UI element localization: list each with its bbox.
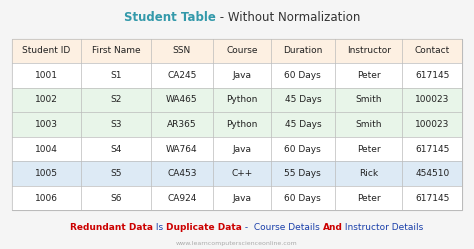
Text: 60 Days: 60 Days (284, 71, 321, 80)
Text: Instructor: Instructor (347, 46, 391, 55)
Text: First Name: First Name (92, 46, 140, 55)
Text: Peter: Peter (357, 144, 381, 154)
Text: 55 Days: 55 Days (284, 169, 321, 178)
Text: Java: Java (232, 71, 251, 80)
Text: Course: Course (226, 46, 257, 55)
Text: WA465: WA465 (166, 95, 198, 105)
Text: Instructor Details: Instructor Details (342, 223, 424, 232)
Text: Peter: Peter (357, 194, 381, 203)
Text: 60 Days: 60 Days (284, 144, 321, 154)
Text: 1002: 1002 (35, 95, 58, 105)
Text: CA245: CA245 (167, 71, 197, 80)
Text: Python: Python (226, 120, 257, 129)
Text: 1004: 1004 (35, 144, 58, 154)
Bar (12, 88, 462, 112)
Bar (12, 137, 462, 161)
Text: 45 Days: 45 Days (284, 95, 321, 105)
Text: S5: S5 (110, 169, 122, 178)
Text: - Without Normalization: - Without Normalization (216, 11, 361, 24)
Text: Java: Java (232, 144, 251, 154)
Text: Java: Java (232, 194, 251, 203)
Bar (12, 161, 462, 186)
Text: AR365: AR365 (167, 120, 197, 129)
Text: Student Table: Student Table (124, 11, 216, 24)
Text: Duration: Duration (283, 46, 322, 55)
Text: Redundant Data: Redundant Data (70, 223, 153, 232)
Text: 45 Days: 45 Days (284, 120, 321, 129)
Text: S2: S2 (110, 95, 122, 105)
Text: 1001: 1001 (35, 71, 58, 80)
Text: 60 Days: 60 Days (284, 194, 321, 203)
Text: Python: Python (226, 95, 257, 105)
Text: 617145: 617145 (415, 194, 449, 203)
Text: -  Course Details: - Course Details (242, 223, 322, 232)
Text: Duplicate Data: Duplicate Data (166, 223, 242, 232)
Text: S1: S1 (110, 71, 122, 80)
Text: CA453: CA453 (167, 169, 197, 178)
Text: 617145: 617145 (415, 144, 449, 154)
Text: C++: C++ (231, 169, 253, 178)
Text: SSN: SSN (173, 46, 191, 55)
Text: 100023: 100023 (415, 95, 449, 105)
Text: Smith: Smith (356, 95, 382, 105)
Text: www.learncomputerscienceonline.com: www.learncomputerscienceonline.com (176, 241, 298, 246)
Bar (12, 39, 462, 63)
Text: Contact: Contact (415, 46, 450, 55)
Text: 1003: 1003 (35, 120, 58, 129)
Bar (12, 39, 462, 210)
Bar (12, 186, 462, 210)
Bar (12, 112, 462, 137)
Text: 1005: 1005 (35, 169, 58, 178)
Text: S3: S3 (110, 120, 122, 129)
Text: WA764: WA764 (166, 144, 198, 154)
Bar (12, 63, 462, 88)
Text: Peter: Peter (357, 71, 381, 80)
Text: S6: S6 (110, 194, 122, 203)
Text: S4: S4 (110, 144, 122, 154)
Text: CA924: CA924 (167, 194, 197, 203)
Text: 454510: 454510 (415, 169, 449, 178)
Text: Rick: Rick (359, 169, 378, 178)
Text: And: And (322, 223, 342, 232)
Text: Student ID: Student ID (22, 46, 71, 55)
Text: Smith: Smith (356, 120, 382, 129)
Text: Is: Is (153, 223, 166, 232)
Text: 1006: 1006 (35, 194, 58, 203)
Text: 617145: 617145 (415, 71, 449, 80)
Text: 100023: 100023 (415, 120, 449, 129)
